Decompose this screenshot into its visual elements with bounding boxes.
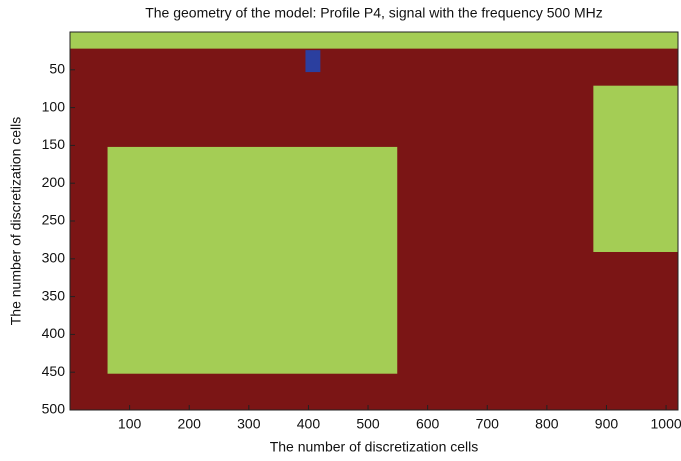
y-tick-label: 200 xyxy=(42,174,66,190)
x-axis-label: The number of discretization cells xyxy=(270,439,479,455)
x-tick-label: 1000 xyxy=(651,416,681,432)
y-tick-label: 400 xyxy=(42,325,66,341)
region xyxy=(107,146,398,374)
y-tick-label: 350 xyxy=(42,287,66,303)
y-tick-label: 100 xyxy=(42,98,66,114)
y-tick-label: 150 xyxy=(42,136,66,152)
y-axis-label: The number of discretization cells xyxy=(8,117,24,326)
x-tick-label: 100 xyxy=(118,416,142,432)
y-tick-label: 250 xyxy=(42,212,66,228)
y-tick-label: 450 xyxy=(42,363,66,379)
x-tick-label: 600 xyxy=(416,416,440,432)
x-tick-label: 400 xyxy=(297,416,321,432)
x-tick-label: 700 xyxy=(476,416,500,432)
x-tick-label: 300 xyxy=(237,416,261,432)
x-tick-label: 900 xyxy=(595,416,619,432)
region xyxy=(305,50,321,73)
y-tick-label: 50 xyxy=(49,61,65,77)
x-tick-label: 200 xyxy=(178,416,202,432)
x-tick-label: 500 xyxy=(356,416,380,432)
region xyxy=(70,32,678,49)
y-tick-label: 300 xyxy=(42,250,66,266)
y-tick-label: 500 xyxy=(42,401,66,417)
region xyxy=(593,85,678,252)
x-tick-label: 800 xyxy=(535,416,559,432)
chart-title: The geometry of the model: Profile P4, s… xyxy=(145,5,603,21)
